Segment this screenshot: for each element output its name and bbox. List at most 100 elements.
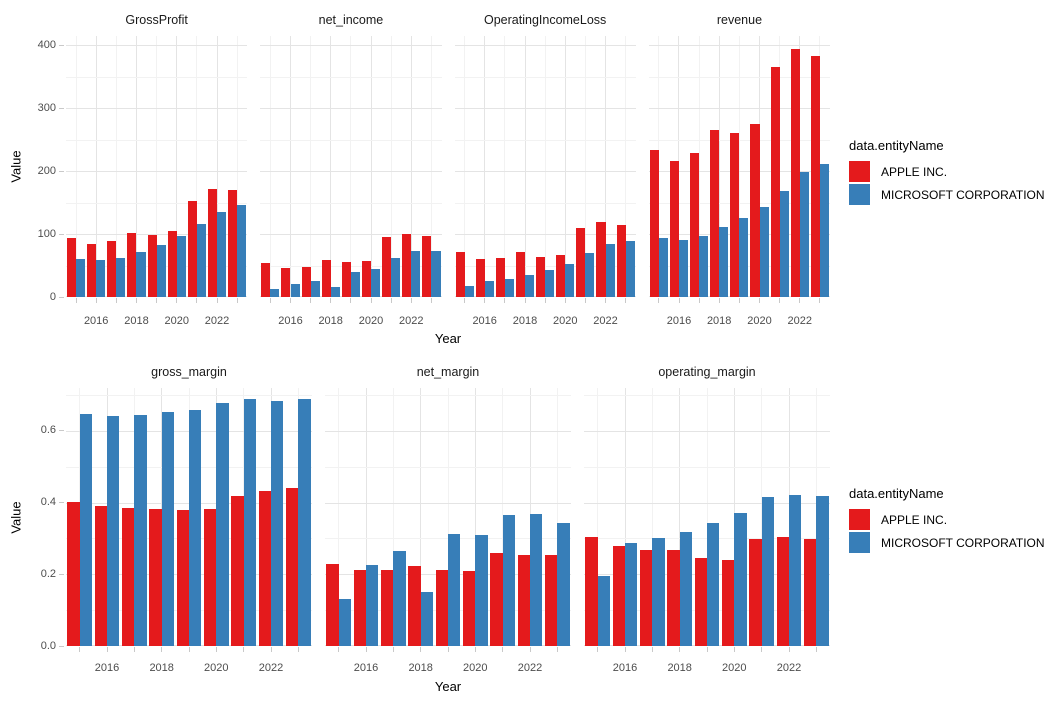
gridline-h-minor (325, 394, 571, 396)
x-tick-mark (290, 298, 291, 303)
gridline-v (625, 36, 627, 297)
gridline-h-minor (648, 76, 831, 78)
bar-revenue-2020-apple (750, 124, 760, 297)
apple-color-swatch (849, 509, 870, 530)
bar-operating_margin-2021-apple (749, 539, 762, 646)
bar-operating_margin-2018-microsoft (679, 531, 692, 646)
bar-gross_margin-2022-apple (258, 490, 271, 646)
x-tick-label: 2020 (553, 315, 578, 327)
bar-revenue-2019-apple (730, 133, 740, 297)
gridline-v (624, 388, 626, 646)
bar-GrossProfit-2023-apple (228, 190, 238, 297)
y-tick-mark (59, 44, 64, 46)
bar-operating_margin-2020-apple (722, 559, 735, 646)
bar-revenue-2022-apple (790, 48, 800, 297)
bar-gross_margin-2019-apple (176, 510, 189, 646)
y-tick-mark (59, 107, 64, 109)
x-tick-label: 2022 (258, 662, 284, 674)
x-tick-mark (597, 647, 599, 652)
gridline-v (738, 36, 740, 297)
bar-operating_margin-2019-microsoft (707, 523, 720, 646)
bar-gross_margin-2016-microsoft (107, 416, 120, 646)
bar-net_margin-2023-apple (545, 555, 558, 646)
bar-revenue-2023-apple (810, 55, 820, 297)
x-tick-mark (759, 298, 760, 303)
x-tick-mark (95, 298, 97, 303)
gridline-v (524, 36, 526, 297)
bar-net_margin-2022-apple (517, 555, 530, 646)
bar-OperatingIncomeLoss-2023-apple (616, 224, 626, 297)
x-tick-mark (718, 298, 720, 303)
gridline-v (390, 36, 392, 297)
x-tick-label: 2016 (278, 315, 303, 327)
x-tick-mark (410, 298, 412, 303)
x-tick-mark (338, 647, 340, 652)
bar-GrossProfit-2021-apple (187, 200, 197, 297)
gridline-v (176, 36, 178, 297)
x-tick-mark (136, 298, 137, 303)
bar-net_margin-2021-microsoft (502, 515, 515, 646)
x-tick-mark (624, 647, 626, 652)
microsoft-color-swatch (849, 532, 870, 553)
x-tick-mark (544, 298, 546, 303)
x-tick-mark (658, 298, 660, 303)
facet-title-net_income: net_income (318, 13, 384, 27)
x-tick-mark (679, 647, 681, 652)
bar-gross_margin-2023-apple (286, 487, 299, 646)
bar-gross_margin-2017-microsoft (134, 414, 147, 646)
x-tick-mark (556, 647, 558, 652)
x-tick-mark (176, 298, 178, 303)
bar-GrossProfit-2015-apple (67, 238, 77, 297)
bar-GrossProfit-2016-microsoft (96, 260, 106, 297)
x-tick-label: 2016 (612, 662, 638, 674)
x-tick-mark (370, 298, 372, 303)
y-tick-mark (59, 170, 64, 172)
bar-OperatingIncomeLoss-2023-microsoft (625, 241, 635, 297)
x-tick-mark (464, 298, 466, 303)
gridline-v (678, 36, 680, 297)
bar-net_margin-2020-microsoft (475, 534, 488, 646)
bar-net_income-2019-apple (341, 262, 351, 297)
panel-revenue (648, 36, 831, 297)
x-tick-mark (605, 298, 606, 303)
gridline-v (330, 36, 332, 297)
gridline-h-minor (66, 202, 248, 204)
bar-OperatingIncomeLoss-2017-microsoft (504, 278, 514, 297)
gridline-v (75, 36, 77, 297)
bar-revenue-2021-apple (770, 66, 780, 297)
bar-gross_margin-2021-microsoft (243, 398, 256, 646)
bar-OperatingIncomeLoss-2020-microsoft (565, 263, 575, 297)
gridline-v (216, 36, 218, 297)
x-tick-mark (524, 298, 526, 303)
bar-net_income-2022-apple (402, 234, 412, 297)
x-tick-mark (297, 647, 299, 652)
gridline-h-major (454, 171, 636, 172)
x-tick-mark (502, 647, 504, 652)
x-tick-mark (529, 647, 531, 652)
panel-gross_margin (66, 388, 312, 646)
x-tick-label: 2018 (512, 315, 538, 327)
x-tick-mark (504, 298, 506, 303)
y-tick-mark (59, 233, 64, 235)
bar-net_margin-2018-microsoft (420, 592, 433, 646)
gridline-v (658, 36, 660, 297)
x-tick-mark (215, 647, 217, 652)
x-tick-mark (788, 647, 790, 652)
y-tick-mark (59, 430, 64, 432)
gridline-h-minor (648, 202, 831, 204)
gridline-h-major (260, 45, 442, 46)
gridline-v (115, 36, 117, 297)
gridline-h-major (66, 45, 248, 46)
gridline-v (504, 36, 506, 297)
x-tick-label: 2022 (776, 662, 802, 674)
x-tick-mark (799, 298, 801, 303)
legend-title: data.entityName (849, 138, 944, 153)
gridline-v (392, 388, 394, 646)
gridline-v (605, 36, 606, 297)
x-tick-label: 2016 (666, 315, 692, 327)
bar-net_income-2017-microsoft (310, 280, 320, 297)
bar-net_margin-2017-apple (381, 570, 394, 646)
bar-net_income-2018-apple (321, 259, 331, 297)
bar-GrossProfit-2018-microsoft (136, 251, 146, 297)
gridline-h-minor (325, 466, 571, 468)
